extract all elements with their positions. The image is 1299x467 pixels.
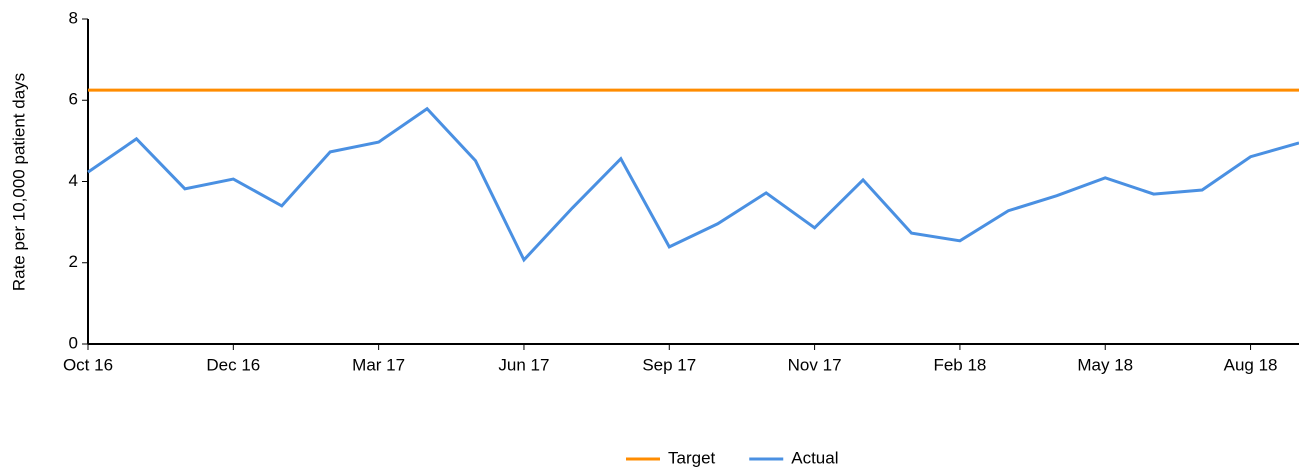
y-tick-label: 6	[69, 90, 78, 109]
y-axis-label: Rate per 10,000 patient days	[9, 73, 28, 291]
x-tick-label: Nov 17	[788, 355, 842, 374]
x-tick-label: Mar 17	[352, 355, 405, 374]
y-tick-label: 2	[69, 252, 78, 271]
legend-label: Actual	[791, 448, 838, 467]
x-tick-label: Dec 16	[206, 355, 260, 374]
legend-label: Target	[668, 448, 716, 467]
x-tick-label: May 18	[1077, 355, 1133, 374]
x-tick-label: Sep 17	[642, 355, 696, 374]
y-tick-label: 0	[69, 333, 78, 352]
y-tick-label: 8	[69, 8, 78, 27]
y-tick-label: 4	[69, 171, 78, 190]
x-tick-label: Aug 18	[1224, 355, 1278, 374]
series-line	[87, 106, 1299, 263]
x-tick-label: Feb 18	[933, 355, 986, 374]
x-tick-label: Oct 16	[63, 355, 113, 374]
x-tick-label: Jun 17	[498, 355, 549, 374]
